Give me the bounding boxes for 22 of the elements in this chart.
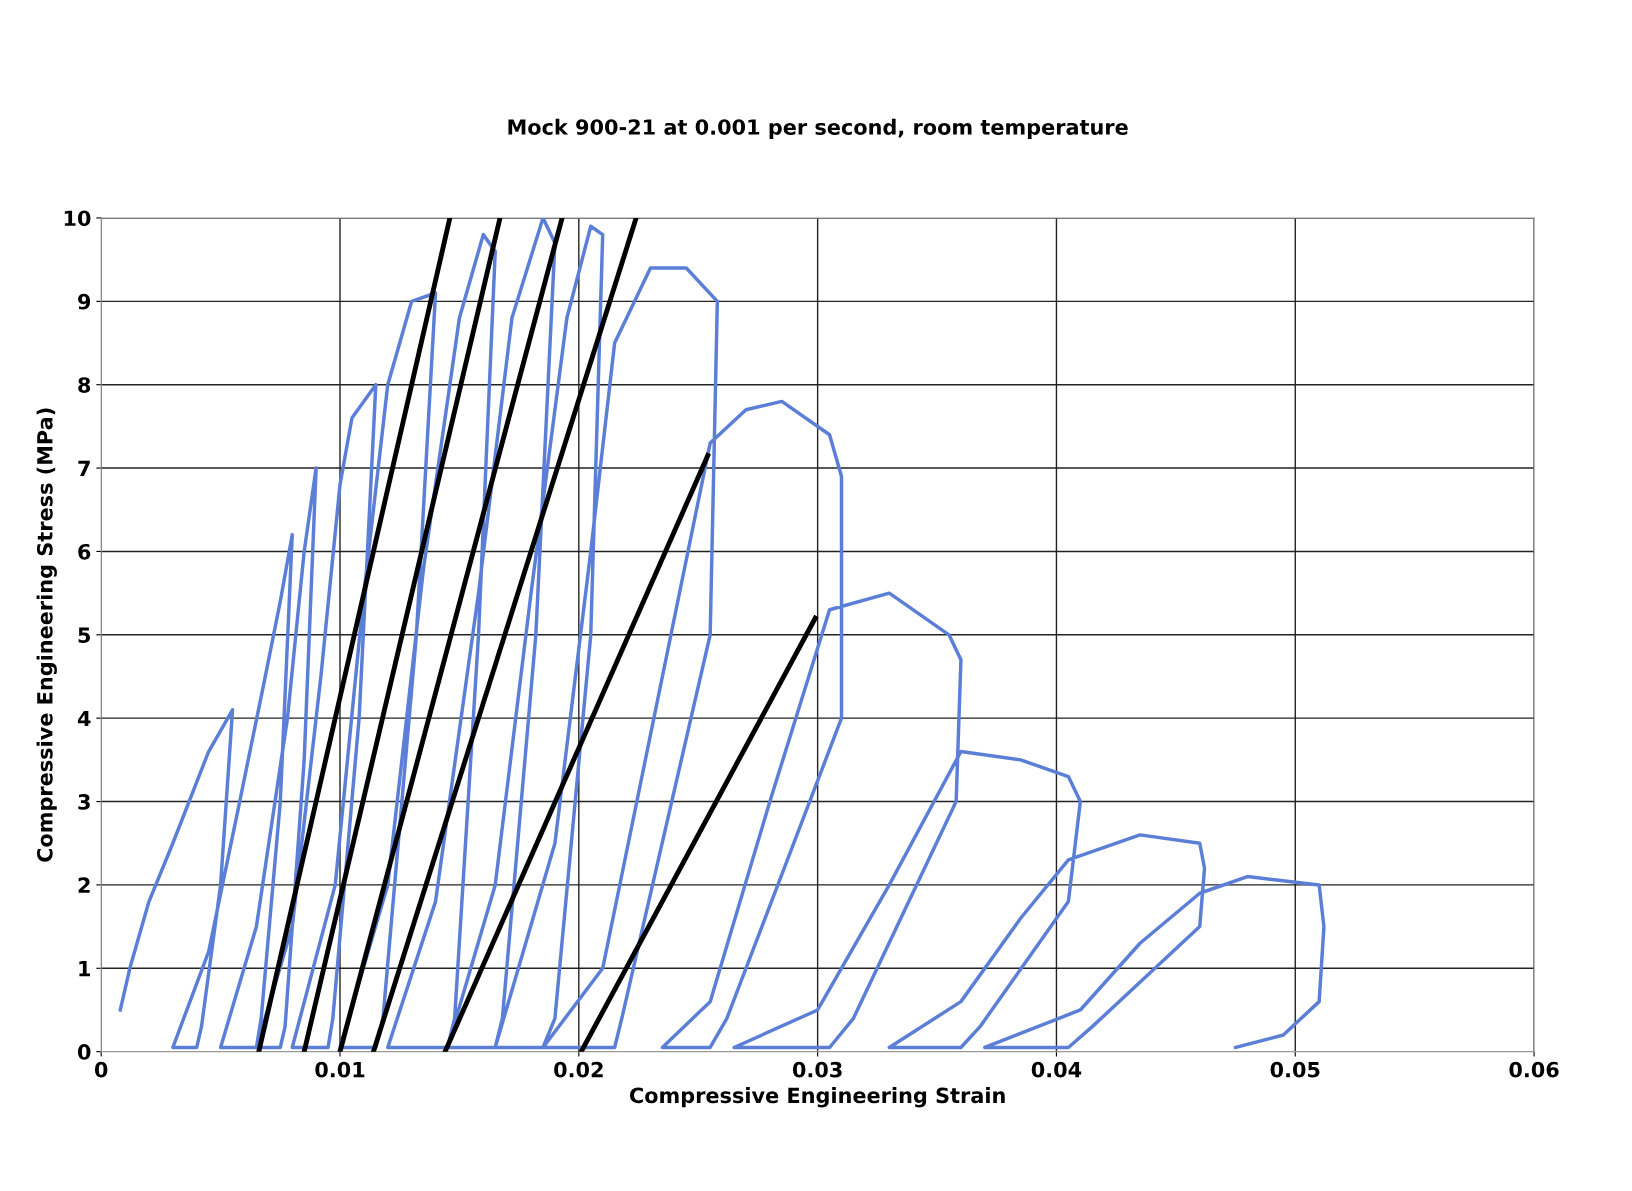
x-tick-label: 0.02 <box>554 1061 603 1078</box>
x-axis-title: Compressive Engineering Strain <box>629 1087 1005 1108</box>
y-tick-label: 4 <box>77 710 91 727</box>
y-tick-label: 2 <box>78 877 90 893</box>
y-tick-label: 5 <box>78 627 91 644</box>
x-tick-label: 0.05 <box>1270 1061 1320 1078</box>
y-tick-label: 8 <box>78 377 91 393</box>
line-series <box>118 217 1326 1050</box>
x-tick-label: 0.03 <box>792 1061 842 1078</box>
x-tick-label: 0 <box>94 1061 108 1078</box>
chart-title: Mock 900-21 at 0.001 per second, room temperature <box>508 118 1128 139</box>
y-tick-label: 6 <box>78 543 91 560</box>
x-tick-label: 0.06 <box>1509 1061 1559 1078</box>
y-axis-title: Compressive Engineering Stress (MPa) <box>36 408 57 862</box>
y-tick-label: 9 <box>78 293 91 310</box>
x-tick-label: 0.01 <box>315 1061 365 1078</box>
y-tick-label: 0 <box>77 1044 91 1060</box>
y-tick-label: 7 <box>78 460 90 476</box>
y-tick-label: 1 <box>79 961 91 977</box>
x-tick-label: 0.04 <box>1031 1061 1082 1078</box>
y-tick-label: 3 <box>78 794 90 810</box>
y-tick-label: 10 <box>64 210 91 227</box>
